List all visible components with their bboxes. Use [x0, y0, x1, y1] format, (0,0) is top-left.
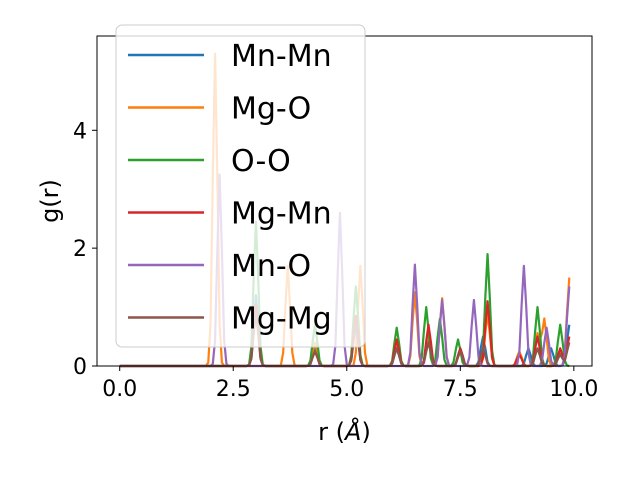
x-tick-label: 7.5 [443, 377, 478, 402]
legend-label-mn-o: Mn-O [231, 249, 311, 284]
y-tick-label: 0 [73, 355, 87, 380]
x-tick-label: 2.5 [216, 377, 251, 402]
legend-label-mg-o: Mg-O [231, 92, 311, 127]
x-tick-label: 0.0 [102, 377, 137, 402]
x-tick-label: 10.0 [549, 377, 598, 402]
y-axis-label: g(r) [36, 179, 64, 223]
legend-label-mg-mg: Mg-Mg [231, 302, 332, 337]
y-tick-label: 2 [73, 237, 87, 262]
legend-label-mg-mn: Mg-Mn [231, 197, 332, 232]
ticks-layer: 0.0 2.5 5.0 7.5 10.0 0 2 4 [73, 119, 598, 402]
legend-label-o-o: O-O [231, 144, 291, 179]
y-tick-label: 4 [73, 119, 87, 144]
x-axis-label: r (Å) [318, 417, 371, 446]
x-tick-label: 5.0 [329, 377, 364, 402]
legend-label-mn-mn: Mn-Mn [231, 39, 332, 74]
legend: Mn-Mn Mg-O O-O Mg-Mn Mn-O Mg-Mg [115, 24, 366, 348]
legend-box [115, 24, 366, 348]
